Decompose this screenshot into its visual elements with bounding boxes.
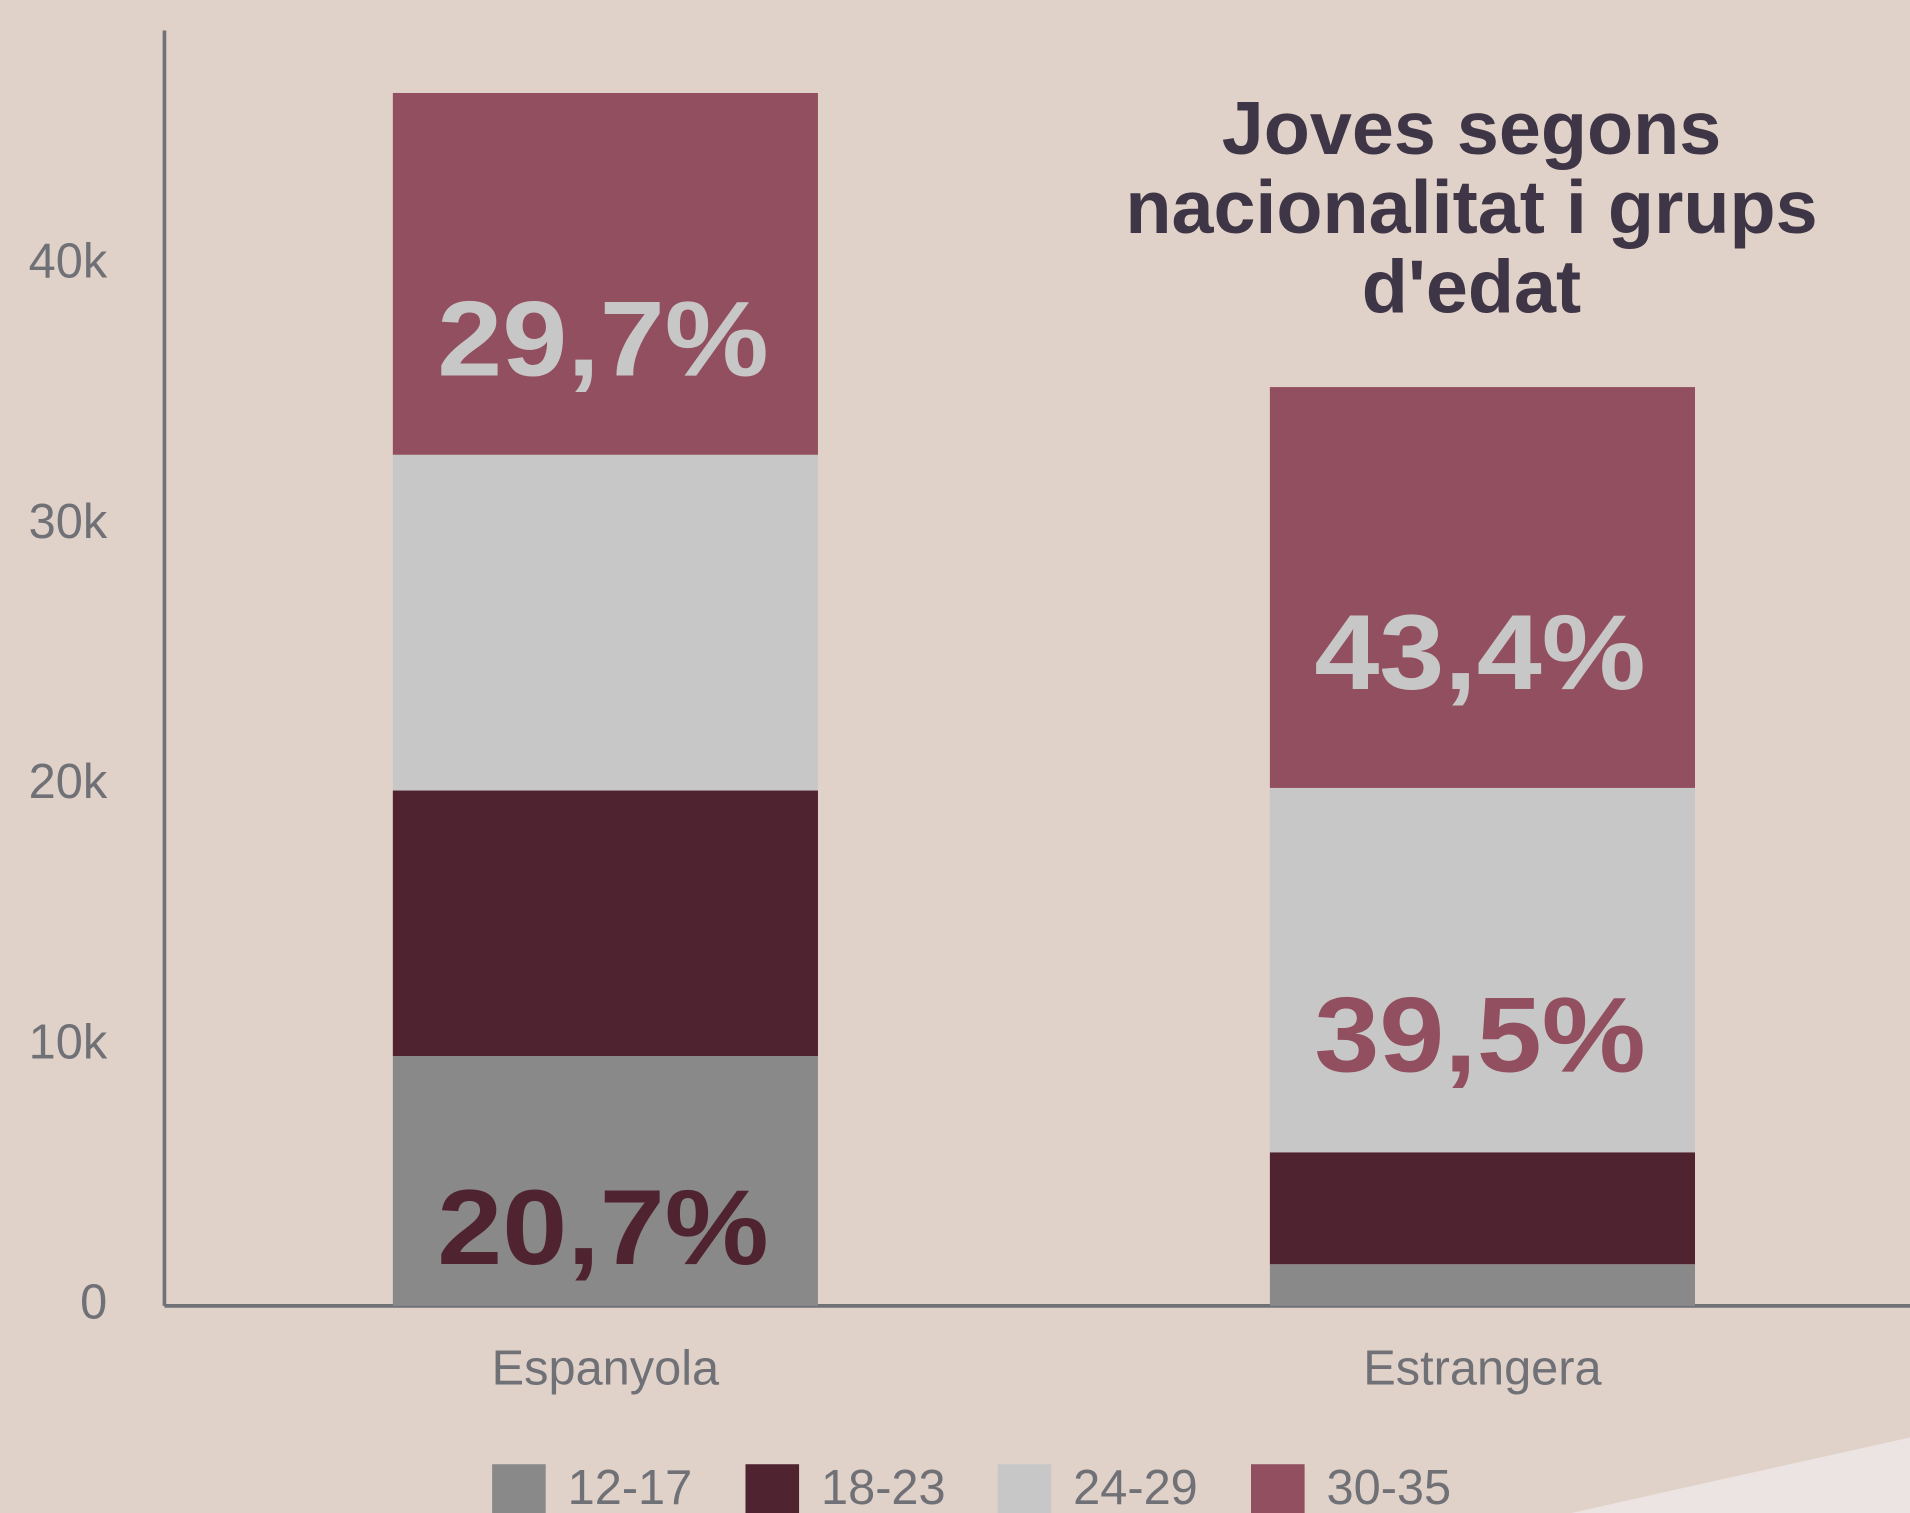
bar-segment (1269, 787, 1696, 1153)
y-tick-label: 30k (29, 495, 108, 549)
x-tick-label: Espanyola (492, 1342, 720, 1396)
bar-segment (392, 790, 818, 1057)
legend-label: 12-17 (568, 1461, 693, 1513)
bar-segment (1269, 387, 1696, 788)
bar-segment (392, 92, 818, 455)
y-tick-label: 0 (80, 1276, 107, 1330)
legend-label: 24-29 (1073, 1461, 1198, 1513)
chart-title: Joves segons (1222, 87, 1721, 171)
legend-label: 18-23 (821, 1461, 946, 1513)
bar-segment (392, 454, 818, 791)
legend-swatch (745, 1464, 800, 1513)
bar-segment (1269, 1264, 1696, 1306)
legend-swatch (1251, 1464, 1305, 1513)
y-tick-label: 10k (29, 1015, 108, 1069)
chart-title: nacionalitat i grups (1125, 166, 1817, 250)
chart-title: d'edat (1362, 245, 1581, 329)
percent-label: 20,7% (437, 1167, 768, 1287)
y-tick-label: 40k (29, 235, 108, 289)
percent-label: 29,7% (437, 278, 768, 398)
percent-label: 43,4% (1314, 592, 1645, 712)
decoration (1571, 1437, 1910, 1513)
bar-segment (392, 1056, 818, 1306)
bar-segment (1269, 1152, 1696, 1265)
x-tick-label: Estrangera (1363, 1342, 1602, 1396)
legend-swatch (492, 1464, 546, 1513)
percent-label: 39,5% (1314, 975, 1645, 1095)
y-tick-label: 20k (29, 755, 108, 809)
legend-swatch (997, 1464, 1052, 1513)
legend-label: 30-35 (1327, 1461, 1452, 1513)
